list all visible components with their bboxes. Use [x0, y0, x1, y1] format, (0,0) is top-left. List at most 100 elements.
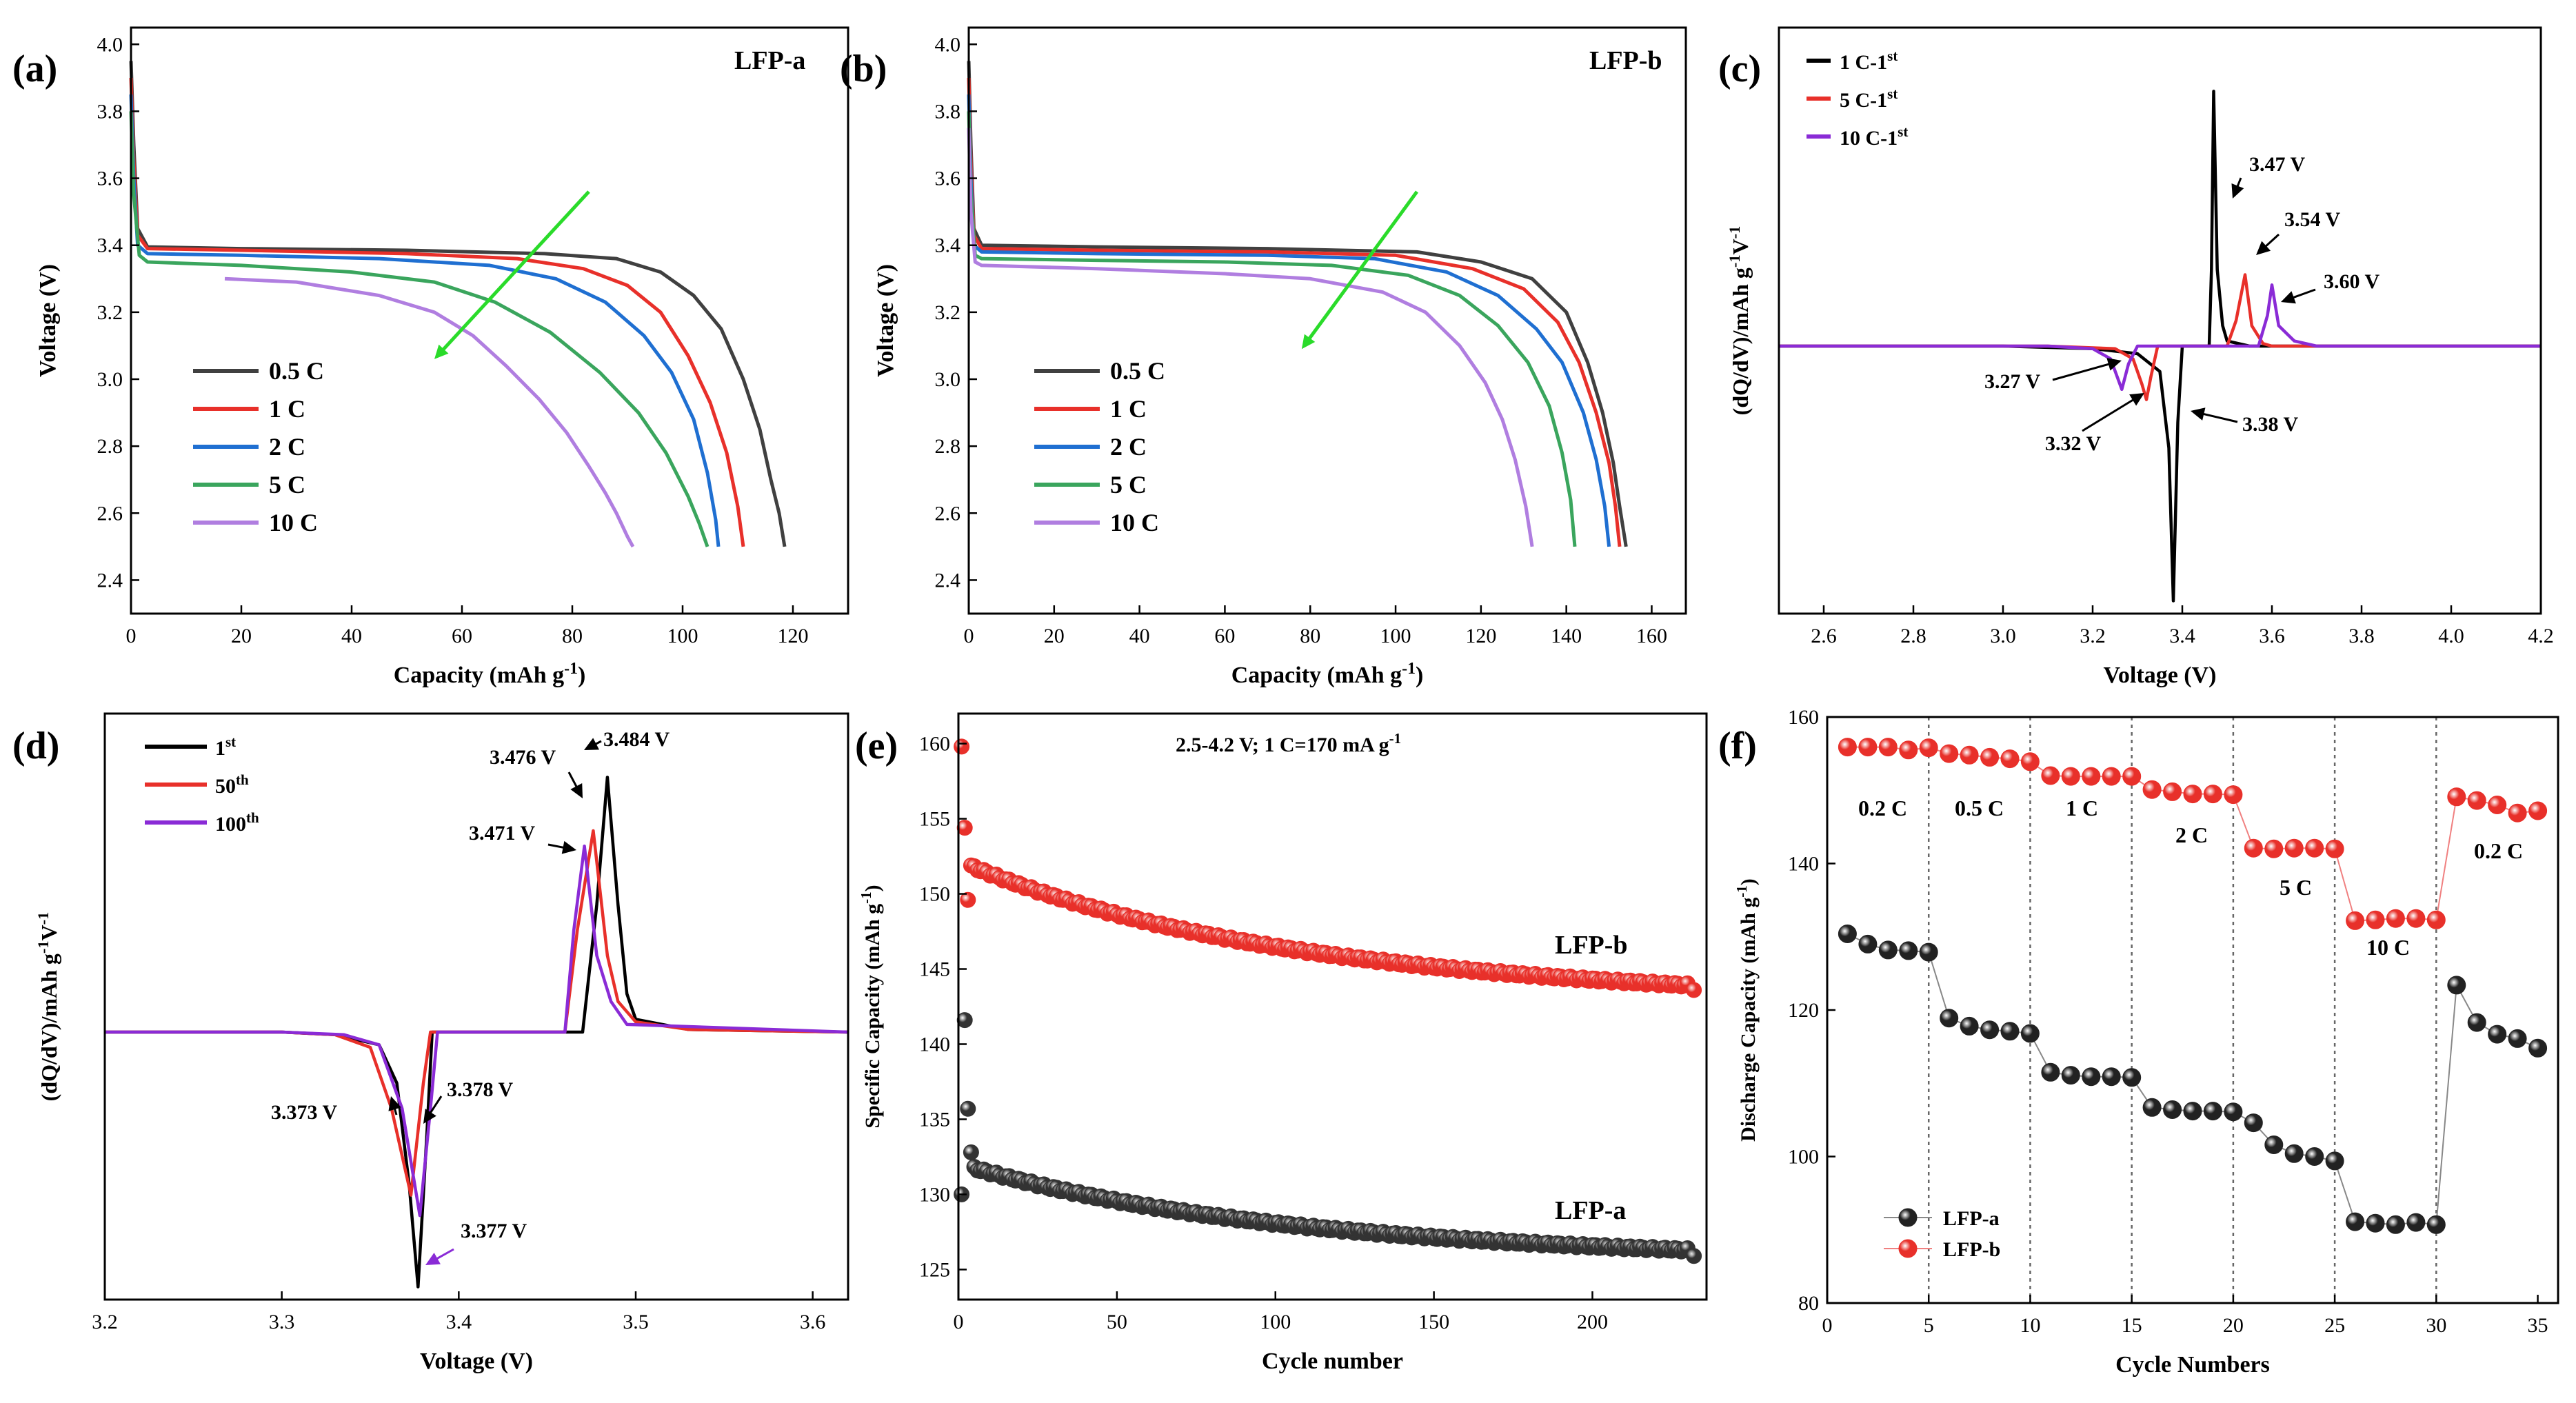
c-legend-label-part: 1 C-1 [1840, 51, 1887, 74]
c-legend-label: 1 C-1st [1840, 48, 1898, 74]
d-peak-arrow-head [423, 1109, 436, 1124]
d-label: (d) [12, 725, 59, 767]
c-legend-label-part: 10 C-1 [1840, 127, 1898, 150]
d-ylabel-part: V [37, 925, 61, 940]
d-ylabel-sup: -1 [34, 940, 52, 953]
b-ytick-label: 3.0 [935, 368, 961, 391]
a-legend-label: 0.5 C [269, 357, 324, 385]
a-xtick-label: 0 [126, 625, 137, 647]
f-point-LFP-b [2325, 839, 2344, 858]
e-ytick-label: 135 [919, 1108, 950, 1131]
d-peak-label: 3.377 V [461, 1220, 527, 1242]
c-xtick-label: 3.0 [1990, 625, 2016, 647]
b-trend-arrow-head [1301, 334, 1316, 350]
d-peak-arrow-head [425, 1252, 441, 1265]
f-point-LFP-b [1919, 738, 1938, 758]
b-ytick-label: 3.6 [935, 168, 961, 190]
e-ylabel-sup: -1 [858, 891, 874, 904]
b-xtick-label: 0 [964, 625, 974, 647]
e-point-LFP-a [960, 1100, 976, 1117]
f-point-LFP-b [2163, 782, 2182, 801]
e-ytick-label: 140 [919, 1033, 950, 1056]
d-xlabel: Voltage (V) [420, 1349, 533, 1374]
b-legend-label: 1 C [1110, 395, 1147, 423]
e-xtick-label: 200 [1577, 1311, 1608, 1333]
d-xtick-label: 3.3 [269, 1311, 295, 1333]
e-xtick-label: 0 [954, 1311, 964, 1333]
a-xtick-label: 20 [231, 625, 252, 647]
a-ytick-label: 3.0 [97, 368, 123, 391]
d-ylabel: (dQ/dV)/mAh g-1V-1 [34, 912, 62, 1102]
a-ylabel: Voltage (V) [35, 264, 61, 377]
e-ylabel-part: ) [861, 885, 884, 891]
f-legend-label: LFP-b [1943, 1238, 2000, 1261]
e-point-LFP-b [960, 891, 976, 908]
b-xlabel: Capacity (mAh g-1) [1231, 660, 1424, 688]
f-point-LFP-b [2426, 910, 2446, 929]
d-peak-arrow [434, 1248, 454, 1261]
panel-f: 0 5 10 15 20 25 30 35 80 100 120 140 160 0.2 C 0.5 C 1 … [1718, 706, 2559, 1377]
b-xlabel-part: Capacity (mAh g [1231, 663, 1402, 688]
f-point-LFP-b [2183, 785, 2202, 804]
a-curve-1C [129, 77, 745, 547]
f-ytick-label: 160 [1788, 706, 1819, 729]
a-ytick-label: 3.2 [97, 301, 123, 324]
a-xtick-label: 100 [667, 625, 698, 647]
f-point-LFP-a [2142, 1098, 2162, 1117]
a-xtick-label: 60 [452, 625, 472, 647]
f-point-LFP-b [2061, 767, 2080, 786]
e-point-LFP-a [956, 1012, 973, 1029]
b-xtick-label: 100 [1380, 625, 1411, 647]
f-point-LFP-b [2346, 911, 2365, 930]
c-xtick-label: 4.2 [2528, 625, 2554, 647]
f-point-LFP-b [1960, 745, 1979, 765]
c-peak-arrow [2200, 412, 2238, 423]
a-legend-label: 10 C [269, 509, 318, 536]
f-point-LFP-b [2488, 796, 2507, 814]
c-legend-label-sup: st [1898, 123, 1908, 140]
e-ytick-label: 125 [919, 1258, 950, 1281]
c-xtick-label: 4.0 [2438, 625, 2464, 647]
f-point-LFP-b [1940, 744, 1959, 763]
f-point-LFP-a [2406, 1213, 2426, 1232]
f-ytick-label: 120 [1788, 999, 1819, 1022]
c-peak-arrow-head [2281, 291, 2296, 304]
d-peak-arrow-head [388, 1096, 401, 1111]
c-peak-label: 3.27 V [1984, 370, 2040, 393]
a-xtick-label: 120 [778, 625, 809, 647]
b-xtick-label: 40 [1129, 625, 1150, 647]
f-point-LFP-a [2264, 1135, 2284, 1154]
a-ytick-label: 2.8 [97, 435, 123, 458]
f-rate-label: 2 C [2175, 822, 2208, 847]
f-rate-label: 10 C [2366, 935, 2410, 960]
f-point-LFP-a [2508, 1029, 2527, 1048]
a-curve-5C [129, 111, 710, 547]
e-point-LFP-b [956, 820, 973, 836]
panel-b: 0 20 40 60 80 100 120 140 160 2.4 2.6 2.8 3.0 3.2 3.4 3… [840, 26, 1687, 688]
f-point-LFP-a [2163, 1100, 2182, 1119]
f-point-LFP-a [1980, 1020, 2000, 1040]
d-peak-label: 3.476 V [490, 746, 556, 769]
e-ytick-label: 145 [919, 958, 950, 981]
b-curve-1C [967, 77, 1622, 547]
f-frame [1826, 716, 2559, 1304]
f-ytick-label: 80 [1798, 1292, 1819, 1315]
a-ytick-label: 2.6 [97, 502, 123, 525]
d-peak-label: 3.373 V [271, 1101, 337, 1124]
a-ytick-label: 2.4 [97, 569, 123, 592]
e-ytick-label: 130 [919, 1183, 950, 1206]
f-point-LFP-b [2447, 787, 2466, 807]
d-peak-arrow-head [570, 783, 583, 798]
f-point-LFP-a [2183, 1102, 2202, 1121]
f-point-LFP-a [1878, 940, 1898, 960]
a-legend-label: 5 C [269, 471, 305, 498]
a-label: (a) [12, 48, 57, 90]
b-curve-2C [967, 94, 1611, 547]
c-peak-arrow [2082, 397, 2136, 432]
f-ytick-label: 100 [1788, 1146, 1819, 1169]
a-xlabel-sup: -1 [564, 660, 578, 678]
f-point-LFP-a [2122, 1068, 2142, 1087]
e-frame [957, 712, 1708, 1301]
f-point-LFP-b [2305, 838, 2324, 858]
